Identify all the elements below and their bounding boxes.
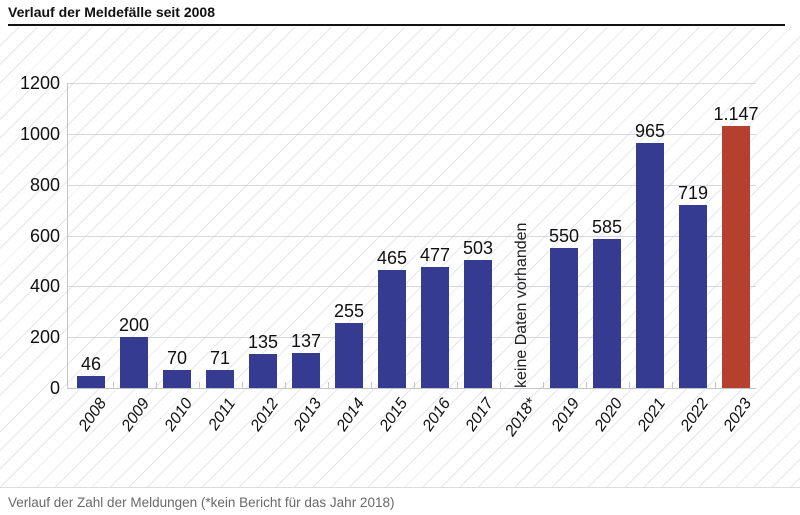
bar-value-label-2009: 200: [118, 315, 150, 336]
bar-2015: [378, 269, 406, 388]
page-title: Verlauf der Meldefälle seit 2008: [8, 4, 215, 20]
y-tick-label-0: 0: [49, 378, 60, 398]
y-tick-label-400: 400: [29, 276, 60, 297]
x-axis-tick: [628, 382, 630, 388]
bar-2023: [722, 126, 750, 388]
gridline-y-800: [68, 184, 756, 186]
x-axis-tick: [456, 382, 458, 388]
bar-value-label-2022: 719: [677, 183, 709, 204]
bar-2010: [163, 370, 191, 388]
x-axis-tick: [671, 382, 673, 388]
bar-2020: [593, 239, 621, 388]
bar-value-label-2016: 477: [419, 244, 451, 265]
bar-2021: [636, 142, 664, 388]
x-axis-tick: [542, 382, 544, 388]
x-axis-tick: [499, 382, 501, 388]
x-tick-label-2023: 2023: [720, 395, 756, 435]
bar-2009: [120, 337, 148, 388]
x-axis-tick: [370, 382, 372, 388]
bar-2019: [550, 248, 578, 388]
x-axis-tick: [327, 382, 329, 388]
bar-value-label-2011: 71: [209, 347, 231, 368]
bar-value-label-2010: 70: [166, 348, 188, 369]
x-axis-tick: [112, 382, 114, 388]
bar-value-label-2019: 550: [548, 226, 580, 247]
bar-2012: [249, 353, 277, 388]
gridline-y-1200: [68, 83, 756, 84]
x-axis-tick: [198, 382, 200, 388]
bar-2022: [679, 205, 707, 388]
bar-2011: [206, 369, 234, 388]
x-axis-tick: [714, 382, 716, 388]
x-axis-tick: [284, 382, 286, 388]
bar-value-label-2008: 46: [80, 354, 102, 375]
x-axis-labels: 2008 2009 2010 2011 2012 2013 2014 2015 2016 2017…: [67, 388, 755, 458]
y-tick-label-800: 800: [29, 174, 60, 195]
gridline-y-600: [68, 235, 756, 237]
y-tick-label-600: 600: [29, 225, 60, 246]
bar-2017: [464, 260, 492, 388]
x-axis-tick: [155, 382, 157, 388]
no-data-annotation: keine Daten vorhanden: [513, 222, 530, 388]
y-tick-label-1000: 1000: [19, 123, 60, 144]
chart-caption: Verlauf der Zahl der Meldungen (*kein Be…: [8, 495, 395, 510]
bar-chart-plot: 46 200 70 71 135 137 255 465 477 503 550 585 965 719 1…: [67, 83, 759, 389]
bar-value-label-2013: 137: [290, 331, 322, 352]
x-axis-tick: [585, 382, 587, 388]
bar-2013: [292, 353, 320, 388]
bar-value-label-2014: 255: [333, 301, 365, 322]
bar-2014: [335, 323, 363, 388]
bar-value-label-2017: 503: [462, 238, 494, 259]
bar-value-label-2012: 135: [247, 331, 279, 352]
x-axis-tick: [241, 382, 243, 388]
bar-2008: [77, 376, 105, 388]
y-tick-label-1200: 1200: [19, 73, 60, 93]
gridline-y-1000: [68, 133, 756, 135]
gridline-y-400: [68, 286, 756, 288]
bar-value-label-2020: 585: [591, 217, 623, 238]
bar-value-label-2023: 1.147: [713, 104, 759, 125]
y-tick-label-200: 200: [29, 327, 60, 348]
bar-value-label-2015: 465: [376, 247, 408, 268]
title-rule: [8, 24, 785, 26]
bar-value-label-2021: 965: [634, 120, 666, 141]
bar-2016: [421, 266, 449, 388]
x-axis-tick: [413, 382, 415, 388]
gridline-y-200: [68, 337, 756, 339]
chart-card: 0 200 400 600 800 1000 1200 46 200 70 71 135 137 255…: [0, 27, 800, 488]
y-axis-labels: 0 200 400 600 800 1000 1200: [0, 73, 60, 398]
